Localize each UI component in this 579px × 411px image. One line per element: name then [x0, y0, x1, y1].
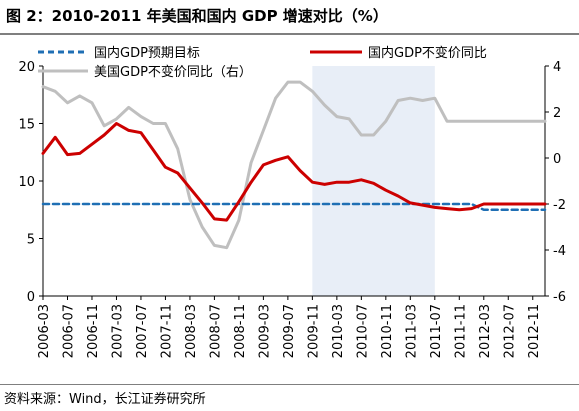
x-tick-label: 2010-11 [380, 304, 395, 358]
source-divider [0, 384, 579, 385]
legend-label-china-gdp-line: 国内GDP不变价同比 [368, 45, 487, 61]
y-left-tick-label: 15 [18, 118, 35, 133]
shaded-period [312, 66, 435, 296]
legend-label-us-gdp-line: 美国GDP不变价同比（右） [94, 64, 252, 80]
title-divider [0, 33, 579, 35]
x-tick-label: 2011-07 [429, 304, 444, 358]
x-tick-label: 2010-07 [355, 304, 370, 358]
x-tick-label: 2007-07 [135, 304, 150, 358]
y-right-tick-label: -2 [553, 198, 566, 213]
china-gdp-line [41, 122, 547, 222]
x-tick-label: 2011-11 [453, 304, 468, 358]
x-tick-label: 2006-11 [86, 304, 101, 358]
x-tick-label: 2012-07 [502, 304, 517, 358]
x-tick-label: 2009-07 [282, 304, 297, 358]
source-note: 资料来源：Wind，长江证券研究所 [4, 392, 206, 407]
x-tick-label: 2008-11 [233, 304, 248, 358]
target-line [41, 202, 547, 212]
gdp-comparison-chart: 0 5 10 15 20 -6 -4 -2 0 2 4 2006-03 2006-07 2006-11 20… [18, 45, 566, 358]
x-tick-label: 2006-07 [61, 304, 76, 358]
y-right-tick-label: 0 [553, 152, 561, 167]
x-tick-label: 2012-03 [478, 304, 493, 358]
y-left-tick-label: 5 [27, 233, 35, 248]
y-left-tick-label: 0 [27, 290, 35, 305]
y-right-tick-label: -4 [553, 244, 566, 259]
y-left-tick-label: 10 [18, 175, 35, 190]
y-left-tick-label: 20 [18, 60, 35, 75]
legend-label-target-line: 国内GDP预期目标 [94, 45, 200, 61]
y-right-tick-label: -6 [553, 290, 566, 305]
x-tick-label: 2009-03 [257, 304, 272, 358]
x-tick-label: 2008-07 [208, 304, 223, 358]
x-tick-label: 2010-03 [331, 304, 346, 358]
us-gdp-line [41, 80, 547, 250]
x-tick-label: 2012-11 [527, 304, 542, 358]
x-tick-label: 2007-11 [159, 304, 174, 358]
x-tick-label: 2006-03 [37, 304, 52, 358]
x-tick-label: 2007-03 [110, 304, 125, 358]
x-tick-label: 2011-03 [404, 304, 419, 358]
chart-title: 图 2：2010-2011 年美国和国内 GDP 增速对比（%） [6, 7, 388, 25]
x-tick-label: 2008-03 [184, 304, 199, 358]
y-right-tick-label: 2 [553, 106, 561, 121]
x-tick-label: 2009-11 [306, 304, 321, 358]
y-right-tick-label: 4 [553, 60, 561, 75]
